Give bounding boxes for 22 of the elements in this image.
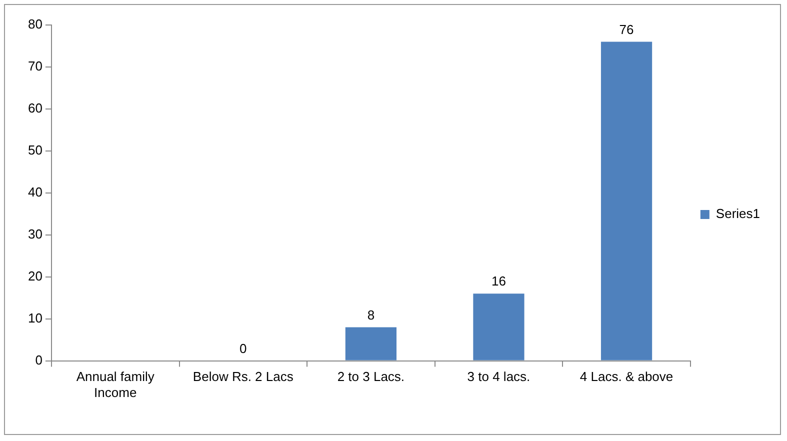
bar (345, 327, 396, 360)
x-tick-label: Below Rs. 2 Lacs (192, 369, 294, 384)
y-tick-label: 50 (28, 142, 42, 158)
x-tick-label: 2 to 3 Lacs. (337, 369, 405, 384)
data-label: 76 (619, 22, 634, 37)
x-tick-label: 4 Lacs. & above (580, 369, 674, 384)
y-tick-label: 20 (28, 268, 42, 284)
data-label: 0 (240, 340, 247, 356)
y-tick-label: 40 (28, 184, 42, 200)
x-tick-label: Annual family Income (76, 369, 155, 400)
data-label: 16 (492, 274, 506, 289)
y-tick-label: 70 (28, 58, 42, 74)
x-tick-label: 3 to 4 lacs. (467, 369, 530, 384)
data-label: 8 (367, 307, 375, 322)
bar (473, 294, 524, 360)
y-tick-label: 10 (28, 310, 42, 326)
bar (600, 42, 652, 360)
y-tick-label: 30 (28, 226, 42, 242)
legend-label: Series1 (716, 206, 760, 222)
y-tick-label: 0 (35, 352, 42, 368)
y-tick-label: 60 (28, 100, 42, 116)
y-tick-label: 80 (28, 16, 42, 32)
